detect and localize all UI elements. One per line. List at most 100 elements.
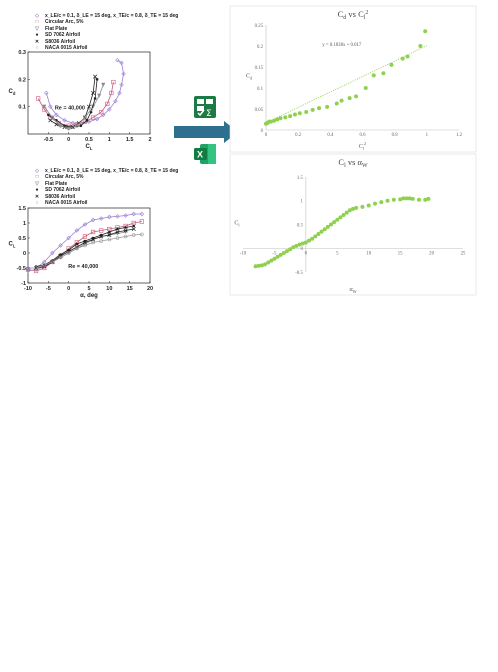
x-tick-label: -5 xyxy=(272,251,277,256)
data-point-series-4 xyxy=(131,226,136,232)
data-point-series-0 xyxy=(44,90,49,96)
data-point-series-0 xyxy=(131,211,136,217)
data-point xyxy=(407,196,412,201)
legend-label: SD 7062 Airfoil xyxy=(45,187,81,194)
legend-label: Circular Arc, 5% xyxy=(45,19,84,26)
data-point-series-3 xyxy=(95,78,99,81)
chart-title: Cd vs Cl​2​ xyxy=(338,9,369,21)
data-point xyxy=(398,197,403,202)
legend-entry: □ Circular Arc, 5% xyxy=(32,174,178,180)
x-tick-label: 20 xyxy=(147,286,153,292)
legend-label: Circular Arc, 5% xyxy=(45,174,84,181)
data-point xyxy=(354,94,359,99)
data-point xyxy=(335,217,340,222)
data-point xyxy=(329,222,333,227)
data-point xyxy=(371,73,376,78)
data-point-series-1 xyxy=(99,228,104,233)
data-point-series-5 xyxy=(66,251,71,255)
data-point-series-3 xyxy=(93,97,97,100)
data-point-series-3 xyxy=(79,124,83,128)
svg-text:Σ: Σ xyxy=(206,109,212,118)
data-point xyxy=(319,229,324,234)
legend-label: SD 7062 Airfoil xyxy=(45,32,81,39)
data-point-series-0 xyxy=(113,98,118,104)
cl-vs-alpha-svg: Cl vs αW​ -10 -5 0 5 10 15 20 25 -0.5 0 0.5 1 1.5 αW​ C… xyxy=(229,153,477,296)
data-point-series-2 xyxy=(101,82,106,88)
plot-frame xyxy=(27,207,151,284)
legend-label: Flat Plate xyxy=(45,25,68,32)
data-point xyxy=(405,54,410,59)
data-point-series-4 xyxy=(91,237,96,242)
data-point xyxy=(310,236,315,241)
data-point xyxy=(344,210,349,215)
legend-label: S8036 Airfoil xyxy=(45,38,76,45)
data-point-series-3 xyxy=(132,224,136,228)
y-tick-label: 0.5 xyxy=(297,223,304,228)
legend-entry: ◇ x_LE/c = 0.1, δ_LE = 15 deg, x_TE/c = 0… xyxy=(32,168,178,174)
data-point-series-0 xyxy=(123,213,128,218)
x-tick-label: 2 xyxy=(148,137,151,143)
legend-label: Flat Plate xyxy=(45,180,68,187)
data-point xyxy=(354,205,359,210)
data-point-series-1 xyxy=(111,79,116,85)
legend-entry: ▽ Flat Plate xyxy=(32,26,178,32)
x-tick-label: 0 xyxy=(265,133,268,138)
y-tick-label: 0 xyxy=(300,247,303,252)
legend-label: x_LE/c = 0.1, δ_LE = 15 deg, x_TE/c = 0.… xyxy=(45,13,179,19)
x-tick-label: 0 xyxy=(305,251,308,256)
data-point xyxy=(400,56,405,61)
data-point-series-1 xyxy=(109,90,114,96)
data-point xyxy=(404,196,409,201)
legend-label: NACA 0015 Airfoil xyxy=(45,200,88,207)
legend-marker: ▽ xyxy=(35,180,39,187)
data-point-series-5 xyxy=(83,115,87,120)
data-point xyxy=(285,249,289,254)
data-point xyxy=(281,251,286,255)
reynolds-annotation: Re = 40,000 xyxy=(68,264,98,270)
x-tick-label: 10 xyxy=(366,251,371,256)
data-point xyxy=(253,264,258,269)
data-point-series-2 xyxy=(42,104,47,109)
data-point xyxy=(307,238,311,243)
data-point-series-0 xyxy=(58,243,63,248)
x-tick-label: 0.8 xyxy=(392,133,399,138)
data-point xyxy=(269,258,274,263)
data-point-series-0 xyxy=(82,222,88,227)
data-point-series-5 xyxy=(34,266,38,270)
x-axis-label: αW​ xyxy=(349,287,356,294)
data-point xyxy=(310,107,315,112)
data-point xyxy=(332,220,337,225)
data-point xyxy=(316,232,321,236)
data-point xyxy=(373,201,377,206)
data-point-series-4 xyxy=(115,229,120,235)
legend-label: x_LE/c = 0.1, δ_LE = 15 deg, x_TE/c = 0.… xyxy=(45,168,179,174)
y-axis-label: Cd​ xyxy=(246,74,253,81)
data-point-series-5 xyxy=(58,255,63,260)
y-tick-label: -1 xyxy=(21,281,26,287)
data-point-series-3 xyxy=(124,226,127,229)
data-point xyxy=(256,263,261,268)
data-point-series-0 xyxy=(115,214,120,219)
data-point-series-0 xyxy=(117,90,122,96)
data-point-series-5 xyxy=(140,232,144,237)
data-point-series-0 xyxy=(48,104,53,109)
drag-polar-legend: ◇ x_LE/c = 0.1, δ_LE = 15 deg, x_TE/c = 0… xyxy=(32,13,178,51)
data-point xyxy=(288,247,293,252)
y-tick-label: 1.5 xyxy=(297,176,304,181)
data-point xyxy=(278,252,283,257)
data-point xyxy=(325,224,330,229)
data-point-series-5 xyxy=(91,240,95,245)
legend-entry: ○ NACA 0015 Airfoil xyxy=(32,45,178,51)
series-line-0 xyxy=(45,59,125,124)
data-point-series-0 xyxy=(119,60,124,66)
reynolds-annotation: Re = 40,000 xyxy=(55,105,85,111)
x-tick-label: -0.5 xyxy=(44,137,53,143)
x-tick-label: 0.4 xyxy=(327,133,334,138)
data-point-series-3 xyxy=(108,230,111,234)
legend-marker: ● xyxy=(35,187,39,194)
data-point-series-5 xyxy=(123,234,128,239)
x-tick-label: 0.2 xyxy=(295,133,302,138)
data-point xyxy=(272,118,277,123)
data-point-series-0 xyxy=(90,217,96,223)
data-point xyxy=(278,116,283,121)
